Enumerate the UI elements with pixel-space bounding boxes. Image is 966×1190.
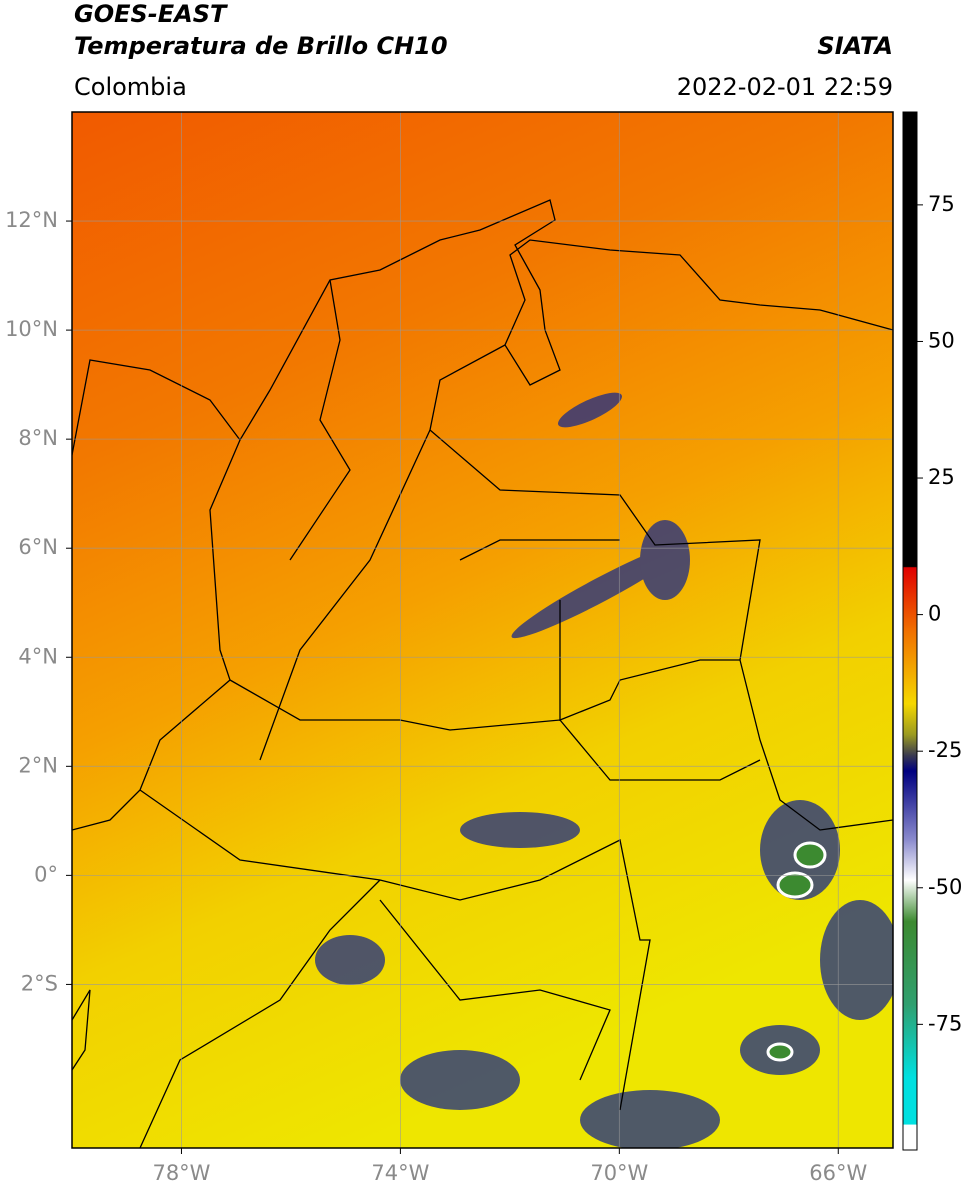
y-tick-label: 0° bbox=[34, 862, 58, 886]
map-image bbox=[72, 112, 893, 1148]
x-tick-label: 74°W bbox=[371, 1161, 429, 1185]
gridlines bbox=[72, 112, 893, 1148]
x-tick-label: 66°W bbox=[809, 1161, 867, 1185]
colorbar-tick-label: 50 bbox=[928, 328, 955, 352]
map-frame bbox=[71, 111, 894, 1149]
datetime: 2022-02-01 22:59 bbox=[677, 73, 893, 101]
map-background bbox=[72, 112, 893, 1148]
y-tick-label: 10°N bbox=[5, 317, 58, 341]
colorbar-tick-label: -75 bbox=[928, 1011, 962, 1035]
product-title: Temperatura de Brillo CH10 bbox=[74, 32, 448, 60]
satellite-title: GOES-EAST bbox=[74, 0, 228, 28]
colorbar-tick-label: -25 bbox=[928, 738, 962, 762]
colorbar-tick-label: 0 bbox=[928, 602, 941, 626]
colorbar-tick-label: 75 bbox=[928, 192, 955, 216]
y-tick-label: 2°S bbox=[21, 971, 58, 995]
colorbar-tick-label: -50 bbox=[928, 875, 962, 899]
colorbar-tick-label: 25 bbox=[928, 465, 955, 489]
x-tick-label: 70°W bbox=[590, 1161, 648, 1185]
y-tick-label: 4°N bbox=[18, 644, 58, 668]
y-tick-label: 6°N bbox=[18, 535, 58, 559]
very-cold-clouds bbox=[766, 841, 827, 1062]
region: Colombia bbox=[74, 73, 187, 101]
x-tick-label: 78°W bbox=[152, 1161, 210, 1185]
source: SIATA bbox=[817, 32, 893, 60]
y-tick-label: 12°N bbox=[5, 208, 58, 232]
y-tick-label: 8°N bbox=[18, 426, 58, 450]
y-tick-label: 2°N bbox=[18, 753, 58, 777]
colorbar bbox=[902, 111, 918, 1151]
